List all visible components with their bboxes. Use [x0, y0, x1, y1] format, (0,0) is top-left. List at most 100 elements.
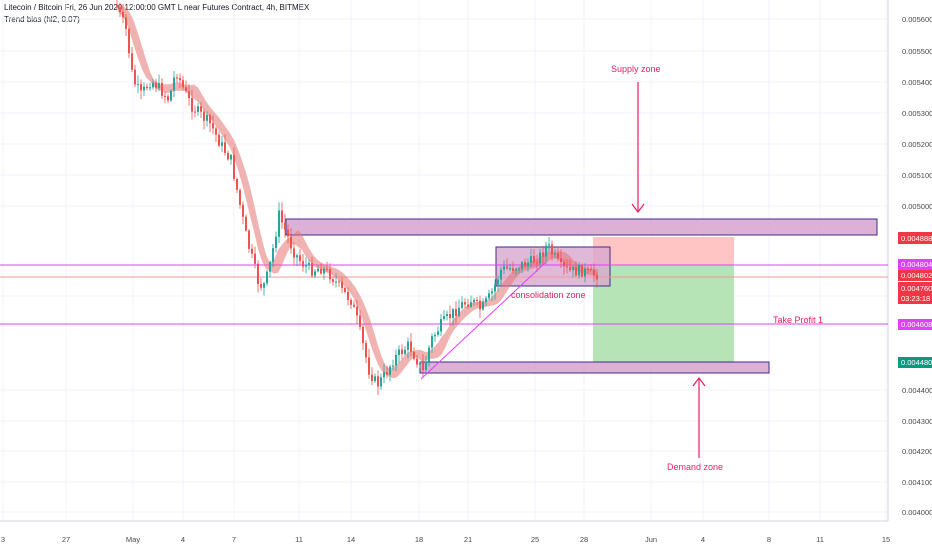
candle [422, 354, 424, 378]
candle [296, 253, 298, 267]
candle [413, 347, 415, 361]
candle [212, 115, 214, 135]
candle [119, 2, 121, 17]
price-tick-label: 0.004000 [902, 508, 932, 517]
candle [188, 84, 190, 106]
candle [131, 46, 133, 72]
price-tick-label: 0.004200 [902, 447, 932, 456]
candle [410, 333, 412, 357]
demand-zone-box[interactable] [419, 361, 770, 374]
candle [521, 261, 523, 274]
candle [524, 258, 526, 268]
candle [335, 273, 337, 288]
candle [275, 231, 277, 253]
candle [506, 258, 508, 271]
candle [314, 268, 316, 279]
profit-area[interactable] [593, 266, 734, 363]
price-tick-label: 0.005200 [902, 140, 932, 149]
candle [572, 266, 574, 278]
supply-zone-box[interactable] [285, 218, 878, 236]
candle [437, 326, 439, 337]
candle [386, 365, 388, 378]
candle [485, 296, 487, 306]
time-tick-label: 21 [464, 535, 472, 544]
candle [404, 345, 406, 356]
candle [281, 202, 283, 229]
candle [566, 259, 568, 274]
candle [227, 150, 229, 161]
svg-text:0.004804: 0.004804 [901, 260, 932, 269]
supply-arrow [631, 82, 645, 213]
candle [545, 241, 547, 264]
candle [266, 270, 268, 286]
candle [374, 373, 376, 384]
candle [431, 333, 433, 353]
candle [161, 78, 163, 99]
candle [326, 261, 328, 273]
candle [518, 267, 520, 274]
candle [503, 260, 505, 275]
candle [458, 299, 460, 318]
candle [359, 310, 361, 331]
price-tick-label: 0.005000 [902, 202, 932, 211]
candle [548, 237, 550, 252]
candle [542, 245, 544, 265]
supply-zone-label: Supply zone [611, 64, 661, 74]
candle [332, 276, 334, 286]
candle [242, 201, 244, 225]
candle [380, 373, 382, 391]
candle [206, 111, 208, 127]
chart-title: Litecoin / Bitcoin Fri, 26 Jun 2020 12:0… [4, 3, 310, 12]
svg-text:0.004760: 0.004760 [901, 284, 932, 293]
candle [305, 257, 307, 274]
candle [191, 89, 193, 120]
time-tick-label: 28 [580, 535, 588, 544]
candle [341, 277, 343, 294]
candle [257, 260, 259, 293]
take-profit-label: Take Profit 1 [773, 315, 823, 325]
candle [353, 300, 355, 308]
time-tick-label: 8 [767, 535, 771, 544]
time-axis[interactable]: 3 27 May 4 7 11 14 18 21 25 28 Jun 4 8 11 15 [1, 535, 890, 544]
candle [452, 307, 454, 326]
price-tick-label: 0.005500 [902, 47, 932, 56]
trendline[interactable] [420, 262, 546, 380]
candle [428, 345, 430, 367]
price-axis[interactable]: 0.005600 0.005500 0.005400 0.005300 0.005200… [902, 15, 932, 517]
candle [551, 240, 553, 261]
candle [287, 224, 289, 244]
candle [311, 256, 313, 278]
candle [578, 262, 580, 279]
candle [515, 267, 517, 276]
price-tick-label: 0.004300 [902, 417, 932, 426]
candle [416, 354, 418, 368]
time-tick-label: 4 [701, 535, 705, 544]
time-tick-label: 3 [1, 535, 5, 544]
candle [461, 296, 463, 310]
time-tick-label: 4 [181, 535, 185, 544]
svg-text:0.004888: 0.004888 [901, 234, 932, 243]
badge-entry-price: 0.004804 [898, 259, 932, 270]
price-tick-label: 0.004100 [902, 478, 932, 487]
consolidation-zone-label: consolidation zone [511, 290, 586, 300]
candle [584, 263, 586, 283]
candle [254, 246, 256, 269]
candle [158, 74, 160, 92]
candle [467, 298, 469, 310]
candle [500, 266, 502, 287]
candle [236, 177, 238, 194]
time-tick-label: May [126, 535, 140, 544]
time-tick-label: 15 [882, 535, 890, 544]
candle [263, 281, 265, 296]
time-tick-label: 14 [347, 535, 355, 544]
candle [149, 82, 151, 91]
candle [299, 249, 301, 266]
candle [167, 94, 169, 104]
time-tick-label: Jun [645, 535, 657, 544]
candle [248, 228, 250, 254]
candle [398, 345, 400, 363]
candle [509, 263, 511, 272]
stop-loss-area[interactable] [593, 237, 734, 266]
candle [443, 310, 445, 321]
